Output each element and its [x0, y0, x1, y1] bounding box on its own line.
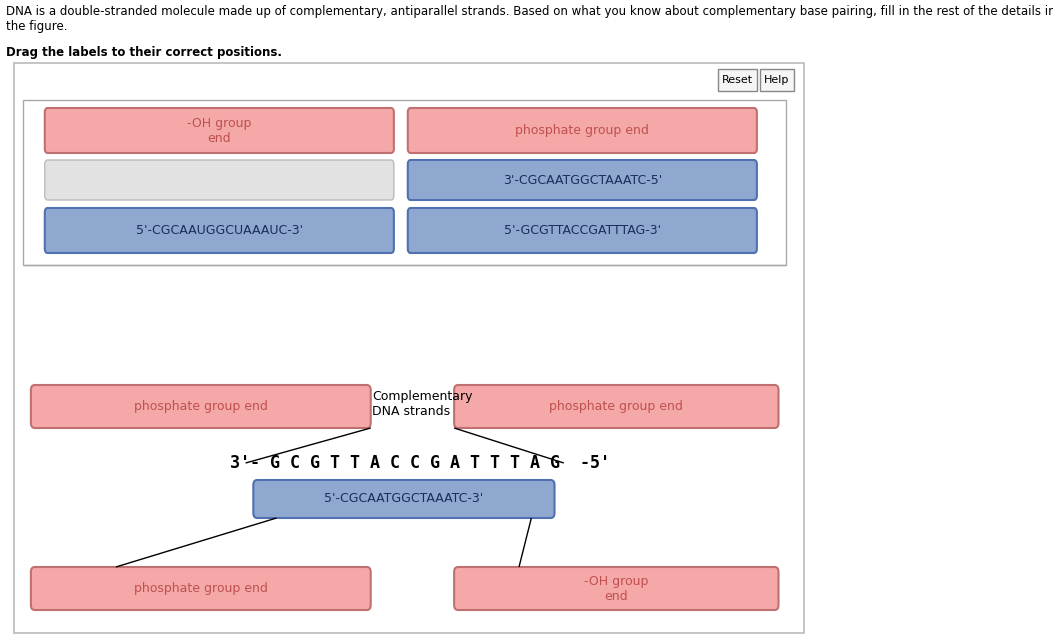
FancyBboxPatch shape [408, 108, 757, 153]
Text: -OH group
end: -OH group end [584, 574, 649, 602]
Text: -OH group
end: -OH group end [187, 116, 252, 144]
FancyBboxPatch shape [454, 385, 778, 428]
FancyBboxPatch shape [45, 208, 394, 253]
Text: Reset: Reset [722, 75, 753, 85]
FancyBboxPatch shape [45, 108, 394, 153]
FancyBboxPatch shape [254, 480, 555, 518]
FancyBboxPatch shape [454, 567, 778, 610]
Bar [14, 63, 804, 633]
Text: phosphate group end: phosphate group end [134, 582, 267, 595]
Text: 3'- G C G T T A C C G A T T T A G  -5': 3'- G C G T T A C C G A T T T A G -5' [231, 454, 610, 472]
Bar [23, 100, 787, 265]
Text: Help: Help [764, 75, 790, 85]
Bar [718, 69, 757, 91]
Text: 5'-GCGTTACCGATTTAG-3': 5'-GCGTTACCGATTTAG-3' [503, 224, 661, 237]
Text: Drag the labels to their correct positions.: Drag the labels to their correct positio… [6, 46, 282, 59]
Text: Complementary
DNA strands: Complementary DNA strands [373, 390, 473, 418]
Text: phosphate group end: phosphate group end [550, 400, 683, 413]
Text: 3'-CGCAATGGCTAAATC-5': 3'-CGCAATGGCTAAATC-5' [502, 174, 662, 186]
FancyBboxPatch shape [408, 208, 757, 253]
Text: phosphate group end: phosphate group end [134, 400, 267, 413]
FancyBboxPatch shape [45, 160, 394, 200]
Text: 5'-CGCAAUGGCUAAAUC-3': 5'-CGCAAUGGCUAAAUC-3' [136, 224, 303, 237]
FancyBboxPatch shape [31, 385, 371, 428]
Bar [760, 69, 794, 91]
Text: DNA is a double-stranded molecule made up of complementary, antiparallel strands: DNA is a double-stranded molecule made u… [6, 5, 1053, 33]
FancyBboxPatch shape [408, 160, 757, 200]
Text: 5'-CGCAATGGCTAAATC-3': 5'-CGCAATGGCTAAATC-3' [324, 492, 483, 506]
Text: phosphate group end: phosphate group end [515, 124, 650, 137]
FancyBboxPatch shape [31, 567, 371, 610]
